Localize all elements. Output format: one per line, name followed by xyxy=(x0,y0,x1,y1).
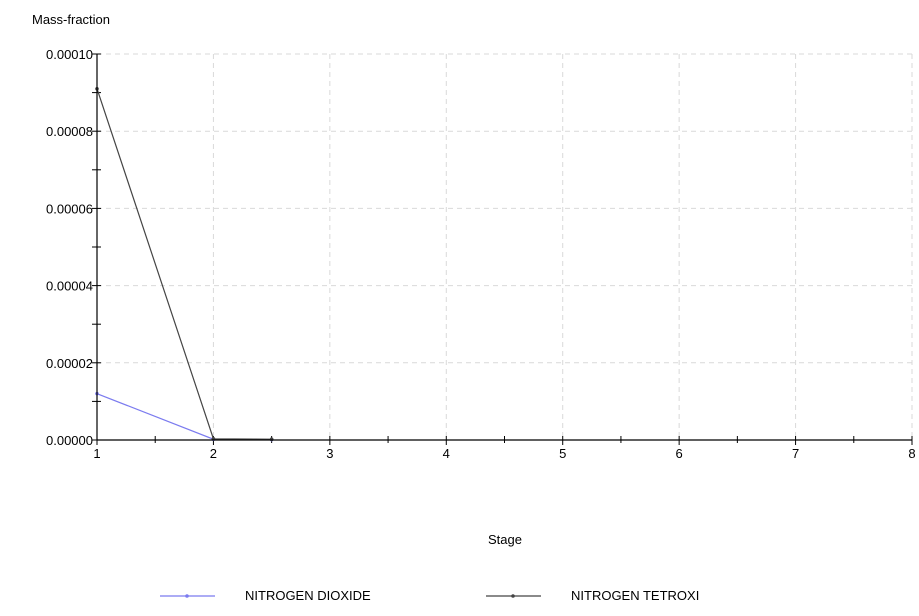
x-tick-label: 1 xyxy=(93,446,100,461)
y-tick-label: 0.00006 xyxy=(46,201,93,216)
y-tick-label: 0.00000 xyxy=(46,433,93,448)
x-tick-label: 6 xyxy=(676,446,683,461)
grid-lines xyxy=(97,53,913,440)
x-tick-label: 2 xyxy=(210,446,217,461)
x-tick-label: 5 xyxy=(559,446,566,461)
y-axis-label: Mass-fraction xyxy=(32,12,110,27)
y-tick-label: 0.00004 xyxy=(46,279,93,294)
y-tick-label: 0.00008 xyxy=(46,124,93,139)
x-tick-label: 7 xyxy=(792,446,799,461)
x-axis-label: Stage xyxy=(488,532,522,547)
legend-marker xyxy=(185,594,189,598)
series-line xyxy=(96,88,272,440)
y-tick-label: 0.00010 xyxy=(46,47,93,62)
legend-label: NITROGEN TETROXI xyxy=(571,588,699,603)
x-tick-label: 3 xyxy=(326,446,333,461)
legend-marker xyxy=(511,594,515,598)
tick-labels: 1 2 3 4 5 6 7 8 0.00000 0.00002 0.00004 0.00006 0.00… xyxy=(46,47,916,461)
series-line xyxy=(96,393,272,441)
x-tick-label: 4 xyxy=(443,446,450,461)
y-tick-label: 0.00002 xyxy=(46,356,93,371)
legend-label: NITROGEN DIOXIDE xyxy=(245,588,371,603)
legend: NITROGEN DIOXIDE NITROGEN TETROXI xyxy=(160,588,699,603)
series-lines xyxy=(95,86,274,442)
x-tick-label: 8 xyxy=(908,446,915,461)
axis-ticks xyxy=(92,53,913,445)
